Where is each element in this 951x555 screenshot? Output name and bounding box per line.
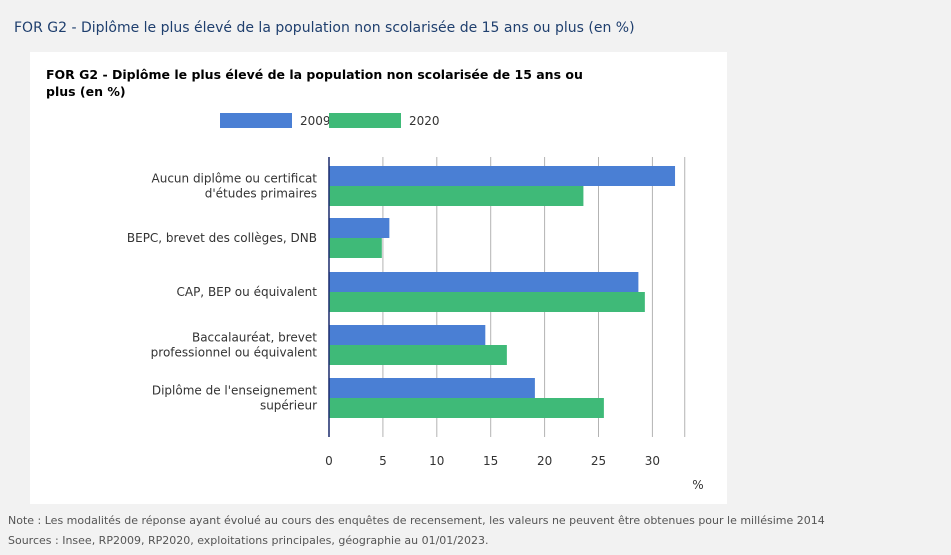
category-label: Aucun diplôme ou certificat	[152, 172, 318, 186]
category-label: Baccalauréat, brevet	[192, 331, 317, 345]
legend-swatch-2009	[220, 113, 292, 128]
x-tick-label: 30	[645, 454, 660, 468]
legend-label-2009: 2009	[300, 114, 331, 128]
bar-2020	[329, 292, 645, 312]
x-tick-label: 25	[591, 454, 606, 468]
category-label: professionnel ou équivalent	[151, 346, 318, 360]
x-tick-label: 0	[325, 454, 333, 468]
chart-card: FOR G2 - Diplôme le plus élevé de la pop…	[30, 52, 727, 504]
x-tick-label: 10	[429, 454, 444, 468]
legend-swatch-2020	[329, 113, 401, 128]
bar-2009	[329, 218, 390, 238]
bar-2020	[329, 345, 507, 365]
chart-sources: Sources : Insee, RP2009, RP2020, exploit…	[8, 534, 489, 547]
bar-2009	[329, 272, 639, 292]
chart-title-line: plus (en %)	[46, 84, 126, 99]
category-label: Diplôme de l'enseignement	[152, 384, 317, 398]
bar-2020	[329, 398, 604, 418]
page-title: FOR G2 - Diplôme le plus élevé de la pop…	[14, 20, 635, 36]
x-tick-label: 15	[483, 454, 498, 468]
category-label: d'études primaires	[205, 187, 317, 201]
bar-2009	[329, 378, 535, 398]
x-axis-label: %	[692, 478, 703, 492]
legend-label-2020: 2020	[409, 114, 440, 128]
bar-2009	[329, 166, 676, 186]
chart-note: Note : Les modalités de réponse ayant év…	[8, 514, 825, 527]
bar-2020	[329, 186, 584, 206]
category-label: CAP, BEP ou équivalent	[176, 285, 317, 299]
bar-chart: FOR G2 - Diplôme le plus élevé de la pop…	[46, 67, 704, 492]
x-tick-label: 5	[379, 454, 387, 468]
category-label: supérieur	[260, 399, 317, 413]
bar-2009	[329, 325, 486, 345]
chart-title-line: FOR G2 - Diplôme le plus élevé de la pop…	[46, 67, 583, 82]
x-tick-label: 20	[537, 454, 552, 468]
bar-2020	[329, 238, 382, 258]
category-label: BEPC, brevet des collèges, DNB	[127, 231, 317, 245]
